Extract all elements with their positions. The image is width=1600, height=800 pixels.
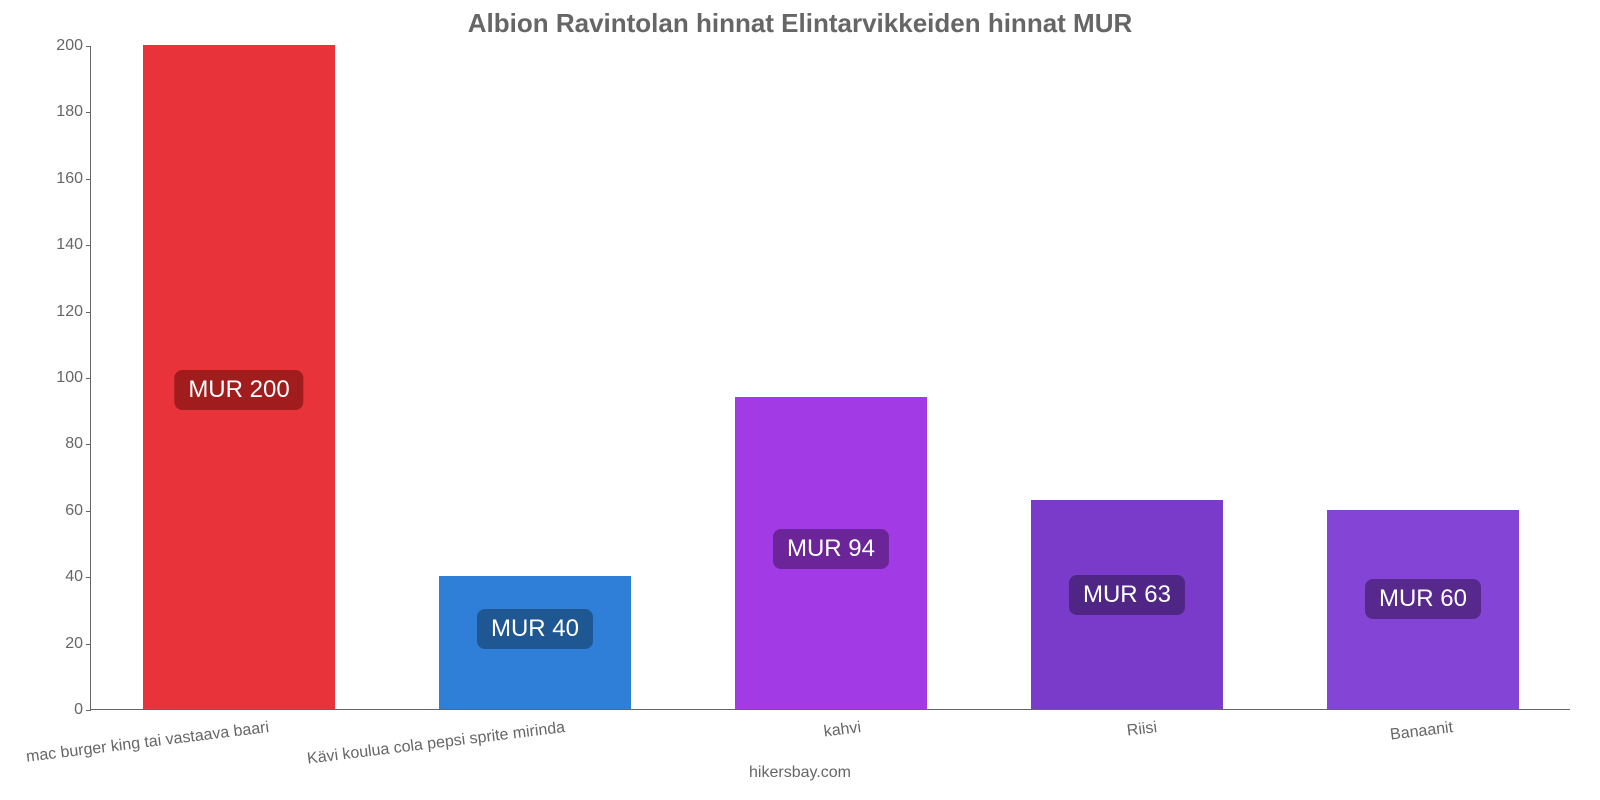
y-tick-label: 160 bbox=[43, 170, 83, 188]
y-tick-label: 140 bbox=[43, 236, 83, 254]
y-tick-label: 0 bbox=[43, 701, 83, 719]
x-tick-label: Kävi koulua cola pepsi sprite mirinda bbox=[306, 719, 566, 769]
price-bar-chart: Albion Ravintolan hinnat Elintarvikkeide… bbox=[0, 0, 1600, 800]
y-tick-mark bbox=[86, 644, 91, 645]
bar-value-label: MUR 40 bbox=[477, 609, 593, 649]
bar-value-label: MUR 63 bbox=[1069, 575, 1185, 615]
chart-title: Albion Ravintolan hinnat Elintarvikkeide… bbox=[0, 8, 1600, 39]
y-tick-mark bbox=[86, 511, 91, 512]
y-tick-mark bbox=[86, 112, 91, 113]
y-tick-label: 40 bbox=[43, 568, 83, 586]
attribution-text: hikersbay.com bbox=[0, 764, 1600, 782]
y-tick-label: 60 bbox=[43, 502, 83, 520]
y-tick-label: 180 bbox=[43, 103, 83, 121]
y-tick-mark bbox=[86, 245, 91, 246]
y-tick-label: 80 bbox=[43, 435, 83, 453]
bar-value-label: MUR 60 bbox=[1365, 579, 1481, 619]
plot-area: 020406080100120140160180200MUR 200mac bu… bbox=[90, 46, 1570, 710]
y-tick-mark bbox=[86, 710, 91, 711]
y-tick-label: 100 bbox=[43, 369, 83, 387]
y-tick-mark bbox=[86, 179, 91, 180]
bar-value-label: MUR 94 bbox=[773, 529, 889, 569]
x-tick-label: kahvi bbox=[823, 719, 862, 741]
y-tick-label: 120 bbox=[43, 303, 83, 321]
y-tick-mark bbox=[86, 312, 91, 313]
y-tick-mark bbox=[86, 46, 91, 47]
y-tick-mark bbox=[86, 577, 91, 578]
y-tick-mark bbox=[86, 378, 91, 379]
x-tick-label: mac burger king tai vastaava baari bbox=[25, 719, 270, 767]
y-tick-mark bbox=[86, 444, 91, 445]
x-tick-label: Banaanit bbox=[1389, 719, 1454, 745]
bar-value-label: MUR 200 bbox=[174, 370, 303, 410]
x-tick-label: Riisi bbox=[1126, 719, 1158, 741]
y-tick-label: 200 bbox=[43, 37, 83, 55]
y-tick-label: 20 bbox=[43, 635, 83, 653]
